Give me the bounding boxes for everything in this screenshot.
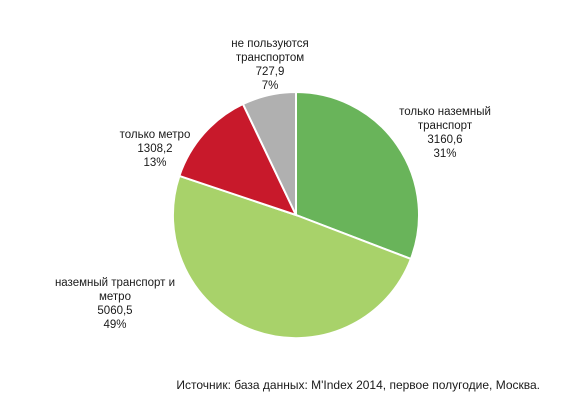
slice-label-line: транспорт <box>417 120 473 132</box>
slice-metro-only <box>178 102 298 217</box>
slice-label-surface-and-metro: наземный транспорт и метро 5060,5 49% <box>40 276 190 332</box>
slice-label-line: транспортом <box>235 52 305 64</box>
slice-value: 727,9 <box>255 66 285 78</box>
slice-label-line: только наземный <box>399 106 491 118</box>
slice-label-line: наземный транспорт и <box>54 277 176 289</box>
slice-value: 5060,5 <box>97 305 133 317</box>
slice-value: 3160,6 <box>427 134 463 146</box>
slice-label-no-transport: не пользуются транспортом 727,9 7% <box>205 37 335 93</box>
slice-surface-only <box>295 90 421 261</box>
slice-label-surface-only: только наземный транспорт 3160,6 31% <box>375 105 515 161</box>
slice-label-line: только метро <box>119 129 191 141</box>
slice-surface-and-metro <box>171 174 413 340</box>
source-note: Источник: база данных: M'Index 2014, пер… <box>176 378 540 392</box>
slice-label-metro-only: только метро 1308,2 13% <box>100 128 210 170</box>
slice-label-line: метро <box>99 291 131 303</box>
slice-no-transport <box>241 90 297 216</box>
slice-percent: 7% <box>261 80 279 92</box>
slice-value: 1308,2 <box>137 143 173 155</box>
slice-percent: 49% <box>103 319 127 331</box>
slice-percent: 31% <box>433 148 457 160</box>
slice-label-line: не пользуются <box>231 38 309 50</box>
slice-percent: 13% <box>143 157 167 169</box>
